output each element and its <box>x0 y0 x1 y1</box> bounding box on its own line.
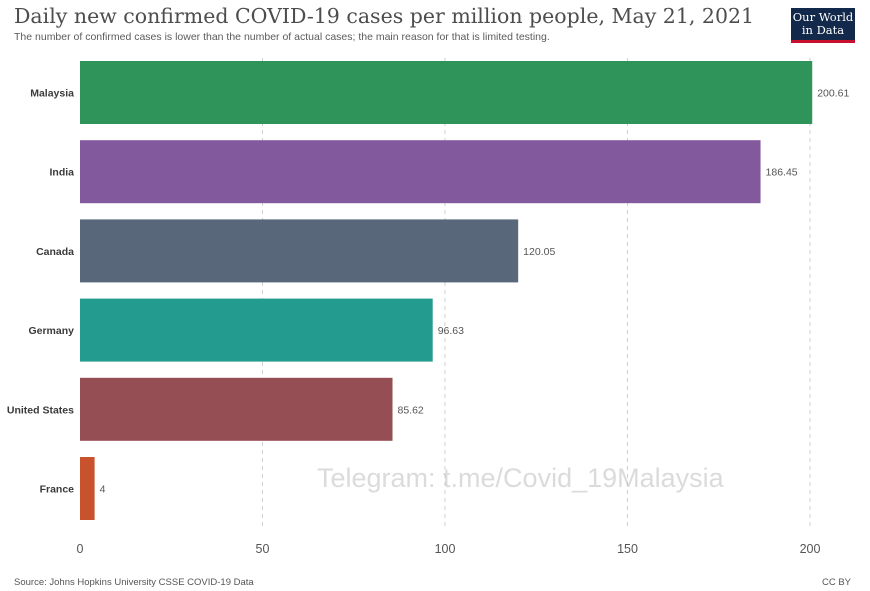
value-label: 85.62 <box>398 404 424 416</box>
x-tick-label: 0 <box>77 542 84 556</box>
bar-malaysia <box>80 61 813 124</box>
logo-line-1: Our World <box>792 10 854 24</box>
category-label: Malaysia <box>30 88 74 100</box>
value-label: 120.05 <box>523 246 555 258</box>
watermark-text: Telegram: t.me/Covid_19Malaysia <box>317 463 724 493</box>
bar-france <box>80 457 95 520</box>
logo-line-2: in Data <box>801 23 845 37</box>
x-tick-label: 100 <box>435 542 456 556</box>
chart-subtitle: The number of confirmed cases is lower t… <box>14 31 550 43</box>
category-label: United States <box>7 404 74 416</box>
x-tick-label: 200 <box>800 542 821 556</box>
value-label: 200.61 <box>817 88 849 100</box>
category-label: India <box>49 167 74 179</box>
value-label: 186.45 <box>766 167 798 179</box>
category-label: Germany <box>28 325 74 337</box>
value-label: 96.63 <box>438 325 464 337</box>
bar-united-states <box>80 377 393 441</box>
license-note: CC BY <box>821 577 851 588</box>
value-label: 4 <box>100 484 106 496</box>
bar-india <box>80 140 761 204</box>
x-tick-label: 50 <box>256 542 270 556</box>
source-note: Source: Johns Hopkins University CSSE CO… <box>14 577 254 588</box>
bar-canada <box>80 219 519 283</box>
our-world-in-data-logo[interactable]: Our World in Data <box>791 8 855 43</box>
chart-title: Daily new confirmed COVID-19 cases per m… <box>14 4 755 28</box>
category-label: Canada <box>36 246 74 258</box>
category-label: France <box>40 484 75 496</box>
x-tick-label: 150 <box>617 542 638 556</box>
bar-germany <box>80 298 433 362</box>
